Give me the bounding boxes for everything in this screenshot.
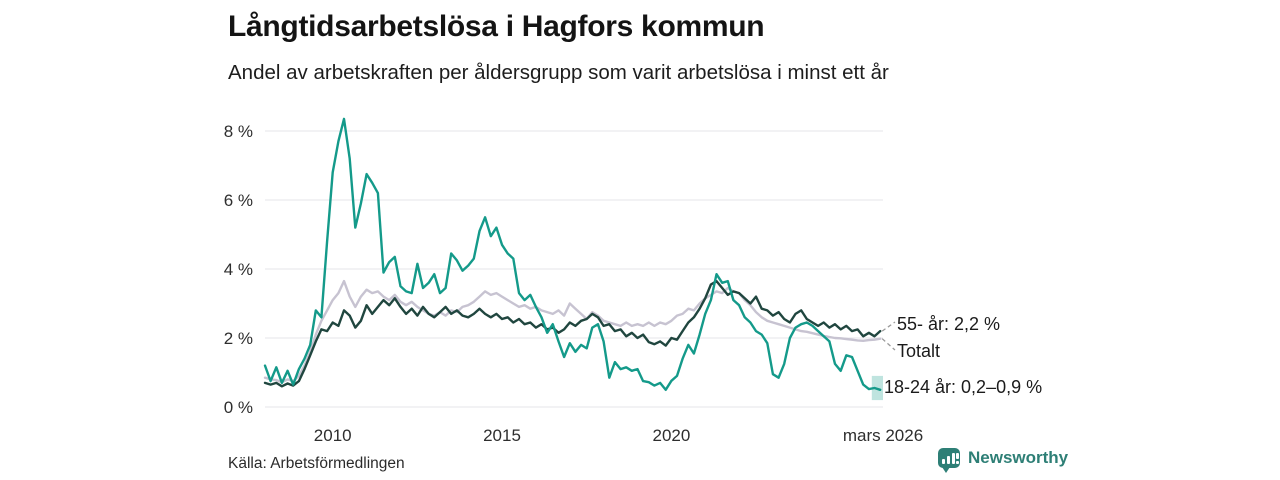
logo-exclamation-icon [956,453,959,459]
series-end-label-55: 55- år: 2,2 % [897,314,1001,334]
logo-bar-icon [947,456,950,464]
axis-tick-labels: 0 % 2 % 4 % 6 % 8 % 2010 2015 2020 mars 2026 [224,122,923,445]
source-note: Källa: Arbetsförmedlingen [228,455,405,472]
x-tick-label: 2010 [314,426,352,445]
series-end-label-total: Totalt [897,341,941,361]
page-subtitle: Andel av arbetskraften per åldersgrupp s… [228,61,889,84]
logo-exclamation-dot-icon [956,461,959,464]
x-tick-label: mars 2026 [843,426,923,445]
label-connector-total [881,338,896,351]
logo-bar-icon [952,453,955,464]
y-tick-label: 2 % [224,329,253,348]
brand-footer: Newsworthy [938,448,1069,473]
y-tick-label: 4 % [224,260,253,279]
brand-name: Newsworthy [968,448,1069,467]
newsworthy-logo-icon [938,448,960,473]
y-tick-label: 0 % [224,398,253,417]
series-line-totalt [263,279,882,384]
y-tick-label: 6 % [224,191,253,210]
gridlines [265,130,883,408]
label-connector-55 [881,321,896,332]
y-tick-label: 8 % [224,122,253,141]
x-tick-label: 2020 [652,426,690,445]
logo-bar-icon [942,459,945,464]
page-title: Långtidsarbetslösa i Hagfors kommun [228,10,765,43]
series-line-55-r [263,279,882,388]
x-tick-label: 2015 [483,426,521,445]
series-end-label-18-24: 18-24 år: 0,2–0,9 % [884,377,1043,397]
series-line-18-24-r [263,117,882,391]
